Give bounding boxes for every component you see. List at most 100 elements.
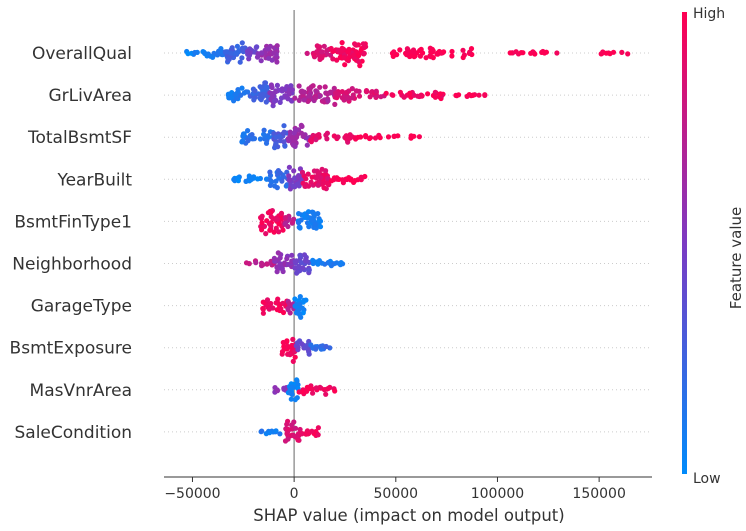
shap-point (283, 220, 289, 226)
feature-row-bsmtexposure (279, 336, 333, 364)
shap-point (306, 86, 312, 92)
shap-point (323, 343, 329, 350)
shap-point (227, 95, 233, 101)
feature-row-masvnrarea (272, 377, 338, 403)
shap-point (323, 132, 329, 138)
shap-point (290, 142, 296, 148)
x-ticks: −50000 0 50000 100000 150000 (164, 477, 626, 502)
shap-point (262, 133, 268, 139)
x-tick-label: 0 (290, 486, 299, 502)
shap-point (276, 175, 282, 181)
shap-point (269, 57, 275, 63)
shap-point (357, 63, 363, 69)
shap-point (449, 53, 455, 59)
shap-point (607, 51, 613, 57)
shap-point (310, 390, 316, 396)
shap-point (351, 52, 357, 58)
shap-point (385, 134, 392, 140)
shap-point (290, 336, 296, 342)
shap-point (390, 92, 396, 98)
shap-point (342, 62, 348, 68)
shap-point (267, 227, 273, 233)
shap-point (288, 396, 294, 402)
shap-point (298, 217, 304, 223)
shap-point (279, 265, 285, 271)
shap-point (288, 83, 294, 89)
shap-point (271, 50, 277, 56)
shap-point (319, 49, 325, 55)
shap-point (619, 49, 625, 56)
shap-point (263, 140, 270, 146)
shap-point (306, 267, 312, 273)
shap-point (205, 51, 211, 57)
feature-label: SaleCondition (14, 423, 132, 443)
shap-point (518, 50, 524, 56)
shap-point (304, 50, 310, 57)
shap-point (417, 53, 423, 59)
shap-point (192, 49, 198, 56)
shap-point (356, 93, 363, 99)
shap-point (390, 53, 396, 60)
shap-point (304, 388, 310, 394)
shap-point (300, 265, 306, 271)
shap-point (282, 438, 289, 444)
shap-point (292, 296, 298, 302)
shap-point (272, 145, 278, 151)
shap-point (272, 98, 278, 104)
shap-point (334, 57, 340, 63)
shap-point (311, 168, 317, 174)
shap-point (454, 93, 460, 99)
shap-point (260, 310, 266, 316)
shap-point (259, 213, 265, 219)
shap-point (327, 90, 333, 96)
shap-point (423, 55, 429, 61)
shap-point (292, 303, 298, 309)
shap-point (271, 229, 277, 235)
shap-point (332, 101, 338, 107)
shap-point (278, 210, 285, 216)
shap-point (349, 95, 355, 101)
colorbar (682, 12, 687, 474)
shap-point (266, 306, 272, 312)
shap-point (321, 43, 327, 49)
shap-point (603, 50, 609, 56)
shap-point (430, 55, 436, 61)
shap-point (301, 89, 307, 96)
feature-row-overallqual (184, 40, 631, 69)
shap-point (265, 46, 271, 52)
shap-point (432, 94, 438, 100)
shap-point (269, 91, 275, 97)
shap-point (310, 257, 316, 263)
feature-label: YearBuilt (56, 170, 132, 190)
shap-point (283, 183, 289, 189)
shap-point (286, 173, 292, 179)
shap-point (476, 92, 482, 98)
shap-point (311, 52, 317, 58)
shap-point (467, 49, 473, 55)
shap-point (274, 59, 280, 65)
shap-point (460, 54, 466, 61)
shap-point (325, 175, 331, 181)
x-tick-label: 100000 (471, 486, 524, 502)
shap-point (289, 87, 295, 93)
shap-point (434, 51, 440, 57)
shap-point (253, 260, 259, 266)
shap-point (292, 258, 298, 265)
shap-point (325, 98, 331, 104)
shap-point (274, 307, 280, 313)
shap-point (239, 85, 245, 91)
shap-point (336, 176, 342, 182)
shap-point (274, 185, 280, 191)
feature-label: BsmtExposure (10, 339, 132, 359)
shap-point (284, 421, 290, 427)
shap-point (218, 48, 224, 54)
shap-point (267, 430, 273, 436)
shap-point (470, 92, 476, 98)
colorbar-low-label: Low (693, 471, 721, 487)
feature-label: TotalBsmtSF (27, 128, 132, 148)
shap-point (339, 89, 345, 95)
shap-point (231, 176, 237, 183)
shap-point (361, 51, 367, 57)
shap-point (273, 216, 279, 222)
